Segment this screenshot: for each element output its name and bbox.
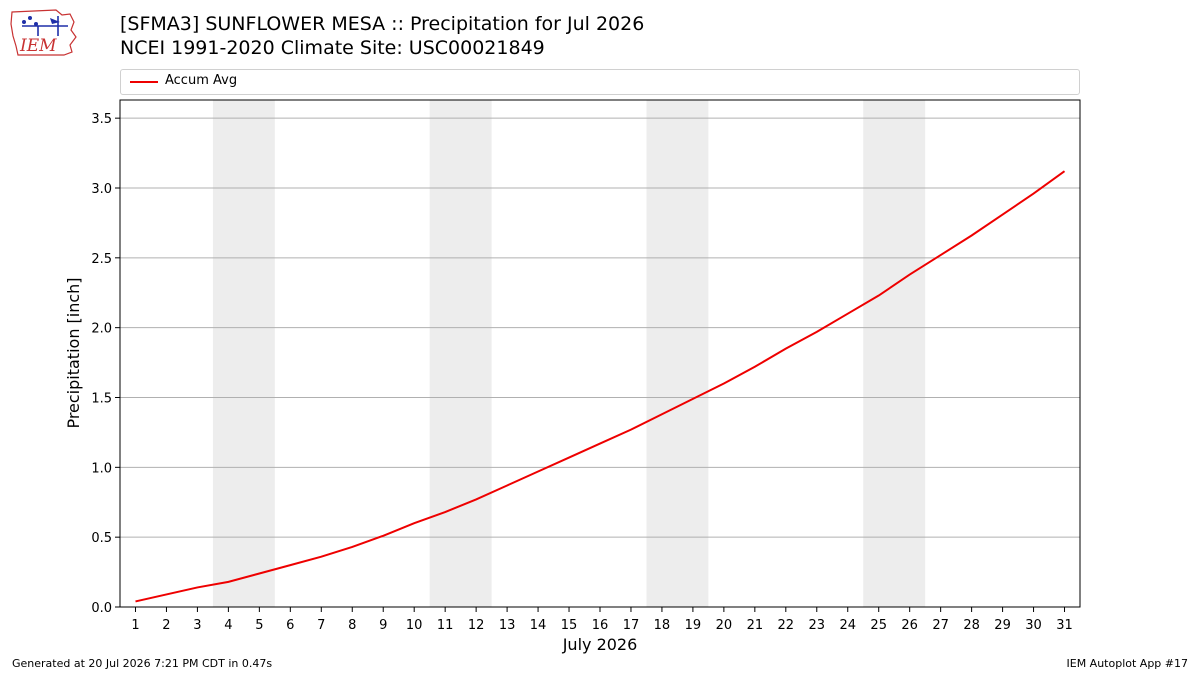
legend: Accum Avg: [120, 69, 1080, 95]
legend-label-accum-avg: Accum Avg: [165, 73, 238, 88]
x-tick-label: 6: [286, 618, 294, 633]
weekend-band-1: [212, 100, 275, 607]
x-tick-label: 20: [716, 618, 733, 633]
x-tick-label: 10: [406, 618, 423, 633]
x-tick-label: 30: [1025, 618, 1042, 633]
generated-timestamp: Generated at 20 Jul 2026 7:21 PM CDT in …: [12, 657, 273, 670]
x-tick-label: 4: [224, 618, 232, 633]
x-tick-label: 29: [994, 618, 1011, 633]
x-tick-label: 14: [530, 618, 547, 633]
x-tick-label: 17: [623, 618, 640, 633]
x-tick-label: 9: [379, 618, 387, 633]
weekend-band-4: [863, 100, 926, 607]
x-tick-label: 28: [963, 618, 980, 633]
x-tick-label: 1: [131, 618, 139, 633]
y-axis-label: Precipitation [inch]: [64, 277, 83, 428]
x-axis: 1 2 3 4 5 6 7 8 9 10 11 12 13 14 15 16 17 18 19 20 21 22 23 24 2…: [131, 607, 1073, 633]
x-tick-label: 26: [901, 618, 918, 633]
y-tick-label: 0.5: [91, 531, 112, 546]
app-credit: IEM Autoplot App #17: [1066, 657, 1189, 670]
x-tick-label: 11: [437, 618, 454, 633]
legend-swatch-accum-avg: [130, 81, 158, 83]
logo-text: IEM: [19, 36, 57, 56]
weekend-shading-layer: [212, 100, 926, 607]
x-tick-label: 23: [809, 618, 826, 633]
x-tick-label: 8: [348, 618, 356, 633]
chart-subtitle: NCEI 1991-2020 Climate Site: USC00021849: [120, 37, 545, 59]
y-tick-label: 2.0: [91, 322, 112, 337]
x-tick-label: 15: [561, 618, 578, 633]
x-tick-label: 27: [932, 618, 949, 633]
x-tick-label: 21: [747, 618, 764, 633]
x-tick-label: 2: [162, 618, 170, 633]
y-axis: 0.0 0.5 1.0 1.5 2.0 2.5 3.0 3.5: [91, 112, 120, 616]
x-tick-label: 24: [839, 618, 856, 633]
x-tick-label: 3: [193, 618, 201, 633]
y-tick-label: 2.5: [91, 252, 112, 267]
x-tick-label: 16: [592, 618, 609, 633]
x-tick-label: 31: [1056, 618, 1073, 633]
x-tick-label: 18: [654, 618, 671, 633]
x-tick-label: 12: [468, 618, 485, 633]
x-tick-label: 5: [255, 618, 263, 633]
y-tick-label: 3.0: [91, 182, 112, 197]
x-tick-label: 13: [499, 618, 516, 633]
y-tick-label: 3.5: [91, 112, 112, 127]
y-tick-label: 1.5: [91, 391, 112, 406]
y-tick-label: 0.0: [91, 601, 112, 616]
weekend-band-2: [429, 100, 492, 607]
x-tick-label: 7: [317, 618, 325, 633]
x-axis-label: July 2026: [562, 635, 638, 654]
series-line-accum-avg: [135, 170, 1066, 603]
x-tick-label: 19: [685, 618, 702, 633]
y-tick-label: 1.0: [91, 461, 112, 476]
weekend-band-3: [646, 100, 709, 607]
iem-logo: IEM: [10, 9, 77, 56]
x-tick-label: 25: [870, 618, 887, 633]
x-tick-label: 22: [778, 618, 795, 633]
chart-title: [SFMA3] SUNFLOWER MESA :: Precipitation …: [120, 13, 645, 35]
